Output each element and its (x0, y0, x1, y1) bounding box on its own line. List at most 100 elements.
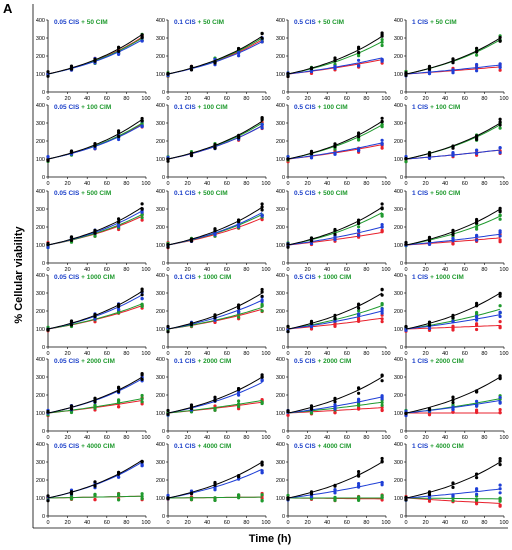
panel-title-cis: 1 CIS (412, 104, 430, 111)
data-point-red (475, 410, 479, 415)
x-tick-label: 80 (243, 351, 249, 357)
x-tick-label: 40 (84, 96, 90, 102)
data-point-green (260, 401, 264, 405)
data-point-red (286, 413, 290, 417)
y-tick-label: 0 (282, 90, 285, 96)
data-point-black (93, 142, 97, 146)
panel-title: 0.05 CIS + 50 CIM (54, 19, 108, 26)
panel-title-cis: 0.1 CIS (174, 104, 197, 111)
y-tick-label: 400 (394, 273, 403, 279)
data-point-red (498, 411, 502, 415)
panel-3: 0.5 CIS + 50 CIM 0 100 200 300 400 0 20 40 60 80 10… (276, 18, 391, 102)
data-point-black (475, 221, 479, 225)
y-tick-label: 200 (156, 309, 165, 315)
data-point-black (427, 239, 432, 243)
curve-black (405, 461, 501, 499)
curve-blue (47, 461, 143, 499)
data-point-black (286, 245, 290, 249)
x-tick-label: 100 (261, 267, 270, 273)
data-point-black (69, 404, 74, 408)
x-tick-label: 40 (204, 435, 210, 441)
panel-title: 0.5 CIS + 100 CIM (294, 104, 348, 111)
y-tick-label: 400 (156, 357, 165, 363)
x-tick-label: 20 (185, 351, 191, 357)
x-axis-title: Time (h) (249, 533, 292, 545)
data-point-black (140, 289, 144, 293)
y-tick-label: 100 (36, 327, 45, 333)
x-tick-label: 60 (104, 96, 110, 102)
data-point-black (46, 410, 50, 414)
data-point-green (117, 498, 121, 502)
y-tick-label: 0 (400, 90, 403, 96)
data-point-black (237, 218, 241, 222)
data-point-black (404, 495, 408, 499)
y-tick-label: 100 (156, 496, 165, 502)
data-point-black (451, 313, 455, 317)
data-point-black (451, 316, 455, 320)
data-point-green (93, 406, 97, 410)
data-point-black (309, 152, 314, 156)
panel-title: 0.1 CIS + 50 CIM (174, 19, 224, 26)
data-point-blue (498, 146, 502, 150)
x-tick-label: 40 (324, 435, 330, 441)
data-point-green (117, 401, 121, 405)
x-tick-label: 60 (104, 351, 110, 357)
data-point-red (427, 412, 432, 416)
y-tick-label: 200 (276, 393, 285, 399)
data-point-black (166, 408, 170, 413)
y-tick-label: 400 (156, 103, 165, 109)
x-tick-label: 80 (243, 435, 249, 441)
x-tick-label: 100 (499, 96, 508, 102)
data-point-black (475, 217, 479, 222)
data-point-black (260, 287, 264, 292)
data-point-blue (333, 66, 337, 70)
data-point-green (213, 498, 217, 502)
y-tick-label: 400 (36, 189, 45, 195)
data-point-black (451, 231, 455, 235)
data-point-green (380, 40, 384, 44)
panel-title-cim: + 1000 CIM (81, 274, 115, 281)
curve-red (47, 36, 143, 75)
y-tick-label: 200 (276, 139, 285, 145)
y-tick-label: 300 (156, 375, 165, 381)
panel-title-cim: + 4000 CIM (317, 443, 351, 450)
panel-title-cim: + 1000 CIM (317, 274, 351, 281)
x-tick-label: 0 (404, 267, 407, 273)
data-point-red (380, 320, 384, 324)
x-tick-label: 40 (442, 435, 448, 441)
panel-title-cim: + 2000 CIM (81, 358, 115, 365)
panel-9: 0.05 CIS + 500 CIM 0 100 200 300 400 0 20 40 60 80… (36, 189, 151, 273)
panel-title-cis: 0.5 CIS (294, 104, 317, 111)
x-tick-label: 40 (324, 96, 330, 102)
x-tick-label: 60 (224, 520, 230, 526)
panel-23: 0.5 CIS + 4000 CIM 0 100 200 300 400 0 20 40 60 80… (276, 442, 391, 526)
y-tick-label: 0 (42, 514, 45, 520)
x-tick-label: 40 (324, 520, 330, 526)
data-point-green (357, 497, 361, 501)
data-point-black (166, 496, 170, 500)
data-point-black (357, 135, 361, 139)
y-tick-label: 300 (36, 375, 45, 381)
data-point-blue (357, 64, 361, 68)
data-point-black (166, 330, 170, 334)
panel-title-cim: + 2000 CIM (317, 358, 351, 365)
y-tick-label: 300 (36, 36, 45, 42)
x-tick-label: 80 (243, 181, 249, 187)
x-tick-label: 80 (123, 181, 129, 187)
y-tick-label: 300 (36, 207, 45, 213)
data-point-blue (498, 314, 502, 319)
data-point-green (140, 393, 144, 398)
x-tick-label: 40 (442, 181, 448, 187)
panel-title-cim: + 4000 CIM (430, 443, 464, 450)
panel-title: 0.1 CIS + 2000 CIM (174, 358, 231, 365)
y-tick-label: 100 (276, 411, 285, 417)
data-point-black (260, 36, 264, 40)
panel-title-cim: + 100 CIM (430, 104, 460, 111)
x-tick-label: 80 (243, 520, 249, 526)
data-point-red (427, 499, 432, 503)
x-tick-label: 100 (141, 96, 150, 102)
x-tick-label: 40 (84, 181, 90, 187)
panel-title: 1 CIS + 50 CIM (412, 19, 457, 26)
x-tick-label: 0 (404, 520, 407, 526)
data-point-blue (213, 318, 217, 322)
